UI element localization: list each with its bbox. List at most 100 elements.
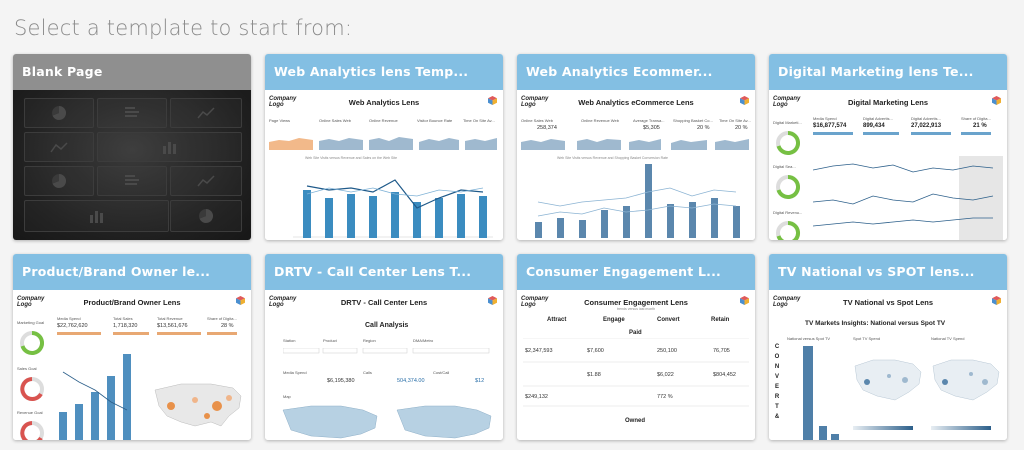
kpi-value: $13,561,676	[157, 323, 188, 329]
gauge-label: Sales Goal	[17, 366, 37, 371]
brand-cube-icon	[740, 96, 749, 105]
page-heading: Select a template to start from:	[14, 16, 353, 40]
kpi-label: Visitor Bounce Rate	[417, 118, 453, 123]
template-preview: Company Logo Consumer Engagement Lens tre…	[517, 290, 755, 440]
template-preview: Company Logo Product/Brand Owner Lens Mar…	[13, 290, 251, 440]
kpi-label: Total Sales	[113, 316, 133, 321]
section-title: Call Analysis	[365, 322, 409, 329]
stage-label: Engage	[603, 317, 625, 323]
filter-label: Product	[323, 338, 337, 343]
template-card-title: Web Analytics Ecommer...	[517, 54, 755, 90]
kpi-value: 250,100	[657, 348, 677, 354]
kpi-value: 899,434	[863, 123, 885, 129]
kpi-label: Digital Advertis...	[863, 116, 893, 121]
kpi-value: $16,877,574	[813, 123, 847, 129]
report-title: Consumer Engagement Lens	[584, 298, 688, 307]
kpi-grid-lines	[523, 338, 749, 407]
gauge-chart	[20, 330, 45, 355]
kpi-value: 76,705	[713, 348, 730, 354]
bar-chart-icon	[97, 132, 242, 162]
brand-cube-icon	[992, 296, 1001, 305]
template-card-web-analytics[interactable]: Web Analytics lens Temp... Company Logo W…	[265, 54, 503, 240]
kpi-value: $249,132	[525, 394, 548, 400]
bar-chart	[803, 346, 839, 440]
brand-cube-icon	[740, 296, 749, 305]
kpi-value: $5,305	[643, 125, 660, 131]
pie-chart-icon	[24, 166, 94, 196]
gauge-chart	[776, 220, 801, 240]
template-preview: Company Logo DRTV - Call Center Lens Call…	[265, 290, 503, 440]
kpi-value: 28 %	[221, 323, 234, 329]
gauge-label: Marketing Goal	[17, 320, 45, 325]
template-card-title: Blank Page	[13, 54, 251, 90]
kpi-value: 27,022,913	[911, 123, 942, 129]
kpi-label: Share of Digita...	[961, 116, 991, 121]
kpi-value: 1,718,320	[113, 323, 138, 329]
gauge-label: Digital Marketi...	[773, 120, 802, 125]
pie-chart-icon	[24, 98, 94, 128]
brand-cube-icon	[488, 296, 497, 305]
kpi-value: $6,022	[657, 372, 674, 378]
sparkline-strip	[521, 139, 749, 150]
report-title: DRTV - Call Center Lens	[340, 298, 428, 307]
template-card-web-analytics-ecommerce[interactable]: Web Analytics Ecommer... Company Logo Web…	[517, 54, 755, 240]
kpi-label: Cost/Call	[433, 370, 450, 375]
line-chart-icon	[170, 98, 242, 128]
template-card-blank-page[interactable]: Blank Page	[13, 54, 251, 240]
kpi-label: Online Revenue	[369, 118, 398, 123]
kpi-label: Time On Site Av...	[463, 118, 495, 123]
report-title: Product/Brand Owner Lens	[83, 298, 181, 307]
brand-cube-icon	[992, 96, 1001, 105]
kpi-label: Online Revenue Web	[581, 118, 619, 123]
kpi-label: Time On Site Av...	[719, 118, 751, 123]
company-logo: Company Logo	[521, 96, 549, 108]
kpi-value: 20 %	[735, 125, 748, 131]
line-chart	[813, 163, 994, 227]
gauge-chart	[20, 421, 44, 440]
template-card-title: DRTV - Call Center Lens T...	[265, 254, 503, 290]
combo-chart	[293, 179, 493, 238]
kpi-label: Online Sales Web	[319, 118, 351, 123]
chart-caption: Web Site Visits versus Revenue and Sales…	[305, 156, 398, 160]
kpi-label: Media Spend	[813, 116, 837, 121]
us-map	[854, 359, 922, 401]
line-chart-icon	[24, 132, 94, 162]
template-preview	[13, 90, 251, 240]
template-card-digital-marketing[interactable]: Digital Marketing lens Te... Company Logo…	[769, 54, 1007, 240]
kpi-value: $12	[475, 378, 485, 384]
side-vertical-text: C O N V E R T &	[774, 344, 780, 420]
gauge-label: Digital Revenu...	[773, 210, 803, 215]
kpi-bars	[813, 132, 991, 135]
template-card-drtv-call-center[interactable]: DRTV - Call Center Lens T... Company Logo…	[265, 254, 503, 440]
filter-label: DMA/Metro	[413, 338, 434, 343]
gauge-chart	[20, 377, 44, 401]
report-title: Web Analytics eCommerce Lens	[578, 98, 694, 107]
company-logo: Company Logo	[17, 296, 45, 308]
kpi-value: 772 %	[657, 394, 673, 400]
kpi-label: Online Sales Web	[521, 118, 553, 123]
kpi-value: $2,347,593	[525, 348, 553, 354]
brand-cube-icon	[236, 296, 245, 305]
template-card-product-brand-owner[interactable]: Product/Brand Owner le... Company Logo Pr…	[13, 254, 251, 440]
kpi-label: Shopping Basket Co...	[673, 118, 713, 123]
template-card-tv-national-spot[interactable]: TV National vs SPOT lens... Company Logo …	[769, 254, 1007, 440]
template-card-consumer-engagement[interactable]: Consumer Engagement L... Company Logo Con…	[517, 254, 755, 440]
pie-chart-icon	[170, 200, 242, 232]
us-map	[932, 359, 1000, 401]
gauge-chart	[776, 130, 801, 155]
kpi-bars	[57, 332, 237, 335]
kpi-value: $6,195,380	[327, 378, 355, 384]
stage-label: Attract	[547, 317, 567, 323]
us-map	[282, 405, 492, 439]
brand-cube-icon	[488, 96, 497, 105]
kpi-label: Total Revenue	[157, 316, 183, 321]
map-label: Map	[283, 394, 291, 399]
gauge-chart	[776, 174, 801, 199]
company-logo: Company Logo	[521, 296, 549, 308]
section-title: Owned	[625, 418, 646, 424]
report-title: TV National vs Spot Lens	[842, 298, 933, 307]
us-map	[154, 383, 242, 427]
kpi-value: $7,600	[587, 348, 604, 354]
bar-chart	[59, 354, 131, 440]
template-card-title: Web Analytics lens Temp...	[265, 54, 503, 90]
